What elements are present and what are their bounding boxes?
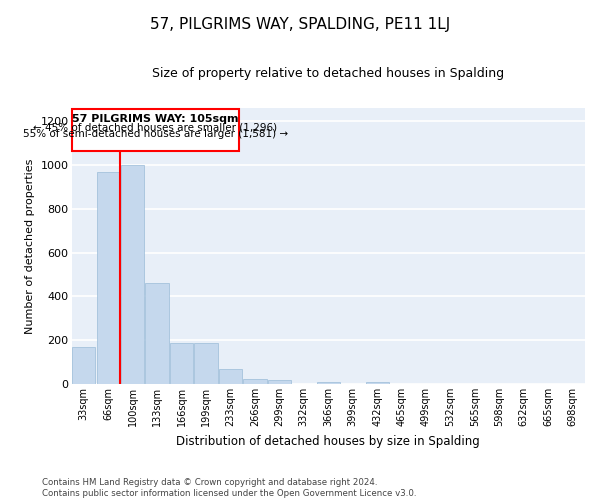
Text: Contains HM Land Registry data © Crown copyright and database right 2024.
Contai: Contains HM Land Registry data © Crown c… — [42, 478, 416, 498]
Bar — [219, 368, 242, 384]
Text: 55% of semi-detached houses are larger (1,581) →: 55% of semi-detached houses are larger (… — [23, 130, 288, 140]
Bar — [121, 165, 144, 384]
Bar — [268, 380, 291, 384]
Bar — [243, 378, 266, 384]
Y-axis label: Number of detached properties: Number of detached properties — [25, 158, 35, 334]
Bar — [365, 382, 389, 384]
X-axis label: Distribution of detached houses by size in Spalding: Distribution of detached houses by size … — [176, 434, 480, 448]
Bar — [72, 347, 95, 384]
Text: ← 45% of detached houses are smaller (1,296): ← 45% of detached houses are smaller (1,… — [34, 122, 278, 132]
Text: 57 PILGRIMS WAY: 105sqm: 57 PILGRIMS WAY: 105sqm — [72, 114, 239, 124]
Bar — [97, 172, 120, 384]
Bar — [170, 344, 193, 384]
Bar — [145, 284, 169, 384]
Title: Size of property relative to detached houses in Spalding: Size of property relative to detached ho… — [152, 68, 505, 80]
Text: 57, PILGRIMS WAY, SPALDING, PE11 1LJ: 57, PILGRIMS WAY, SPALDING, PE11 1LJ — [150, 18, 450, 32]
Bar — [194, 344, 218, 384]
Bar — [317, 382, 340, 384]
FancyBboxPatch shape — [72, 109, 239, 151]
